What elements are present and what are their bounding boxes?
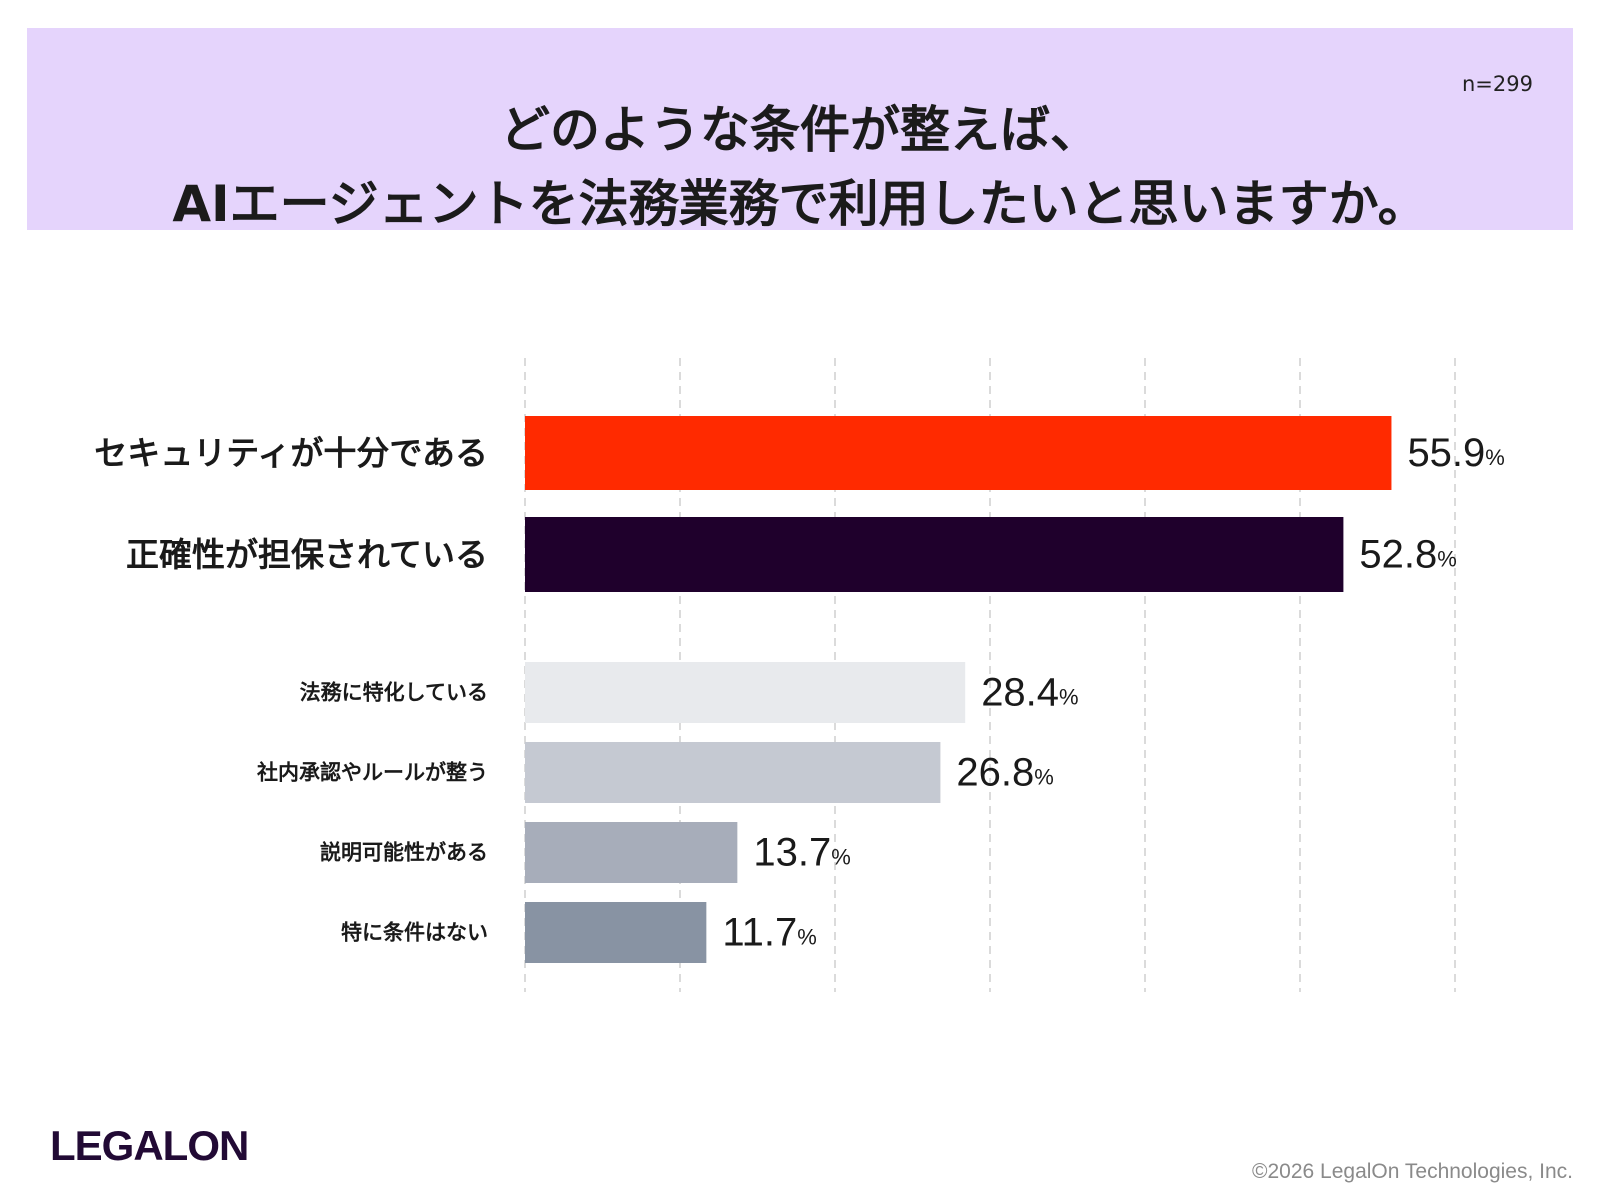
legalon-logo: LEGALON [50, 1122, 249, 1169]
value-label-4: 26.8% [956, 751, 1053, 795]
bar-3 [525, 662, 966, 723]
bar-5 [525, 822, 738, 883]
category-label-6: 特に条件はない [341, 921, 488, 945]
chart-header: どのような条件が整えば、 AIエージェントを法務業務で利用したいと思いますか。 … [27, 28, 1573, 233]
value-label-6: 11.7% [722, 911, 816, 955]
category-label-1: セキュリティが十分である [94, 434, 488, 473]
value-label-5: 13.7% [753, 831, 850, 875]
bar-6 [525, 902, 707, 963]
bar-2 [525, 517, 1344, 592]
copyright-text: ©2026 LegalOn Technologies, Inc. [1252, 1160, 1573, 1183]
chart-title-line-2: AIエージェントを法務業務で利用したいと思いますか。 [172, 175, 1428, 233]
category-label-2: 正確性が担保されている [126, 535, 488, 574]
chart-title-line-1: どのような条件が整えば、 [500, 101, 1100, 159]
category-label-5: 説明可能性がある [320, 841, 488, 865]
sample-size-label: n=299 [1462, 72, 1533, 96]
category-label-4: 社内承認やルールが整う [256, 761, 488, 785]
bar-4 [525, 742, 941, 803]
category-label-3: 法務に特化している [300, 681, 488, 705]
value-label-2: 52.8% [1359, 533, 1456, 577]
value-label-1: 55.9% [1407, 431, 1504, 475]
value-label-3: 28.4% [981, 671, 1078, 715]
bar-1 [525, 416, 1392, 490]
